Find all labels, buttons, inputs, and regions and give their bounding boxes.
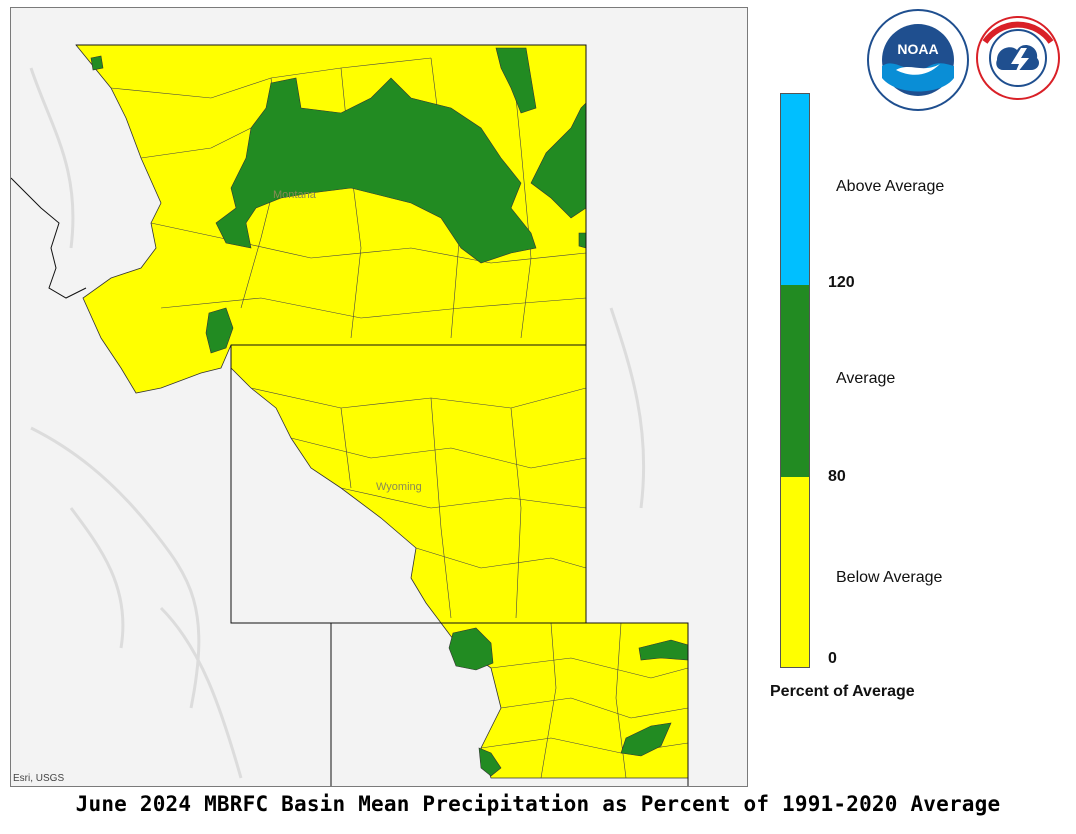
- state-label-wyoming: Wyoming: [376, 481, 422, 493]
- legend-color-bar: [780, 93, 810, 668]
- legend-break-120: 120: [828, 274, 855, 291]
- noaa-logo: NOAA: [867, 9, 969, 111]
- legend-swatch-above: [781, 94, 809, 285]
- terrain-shading: [29, 67, 646, 779]
- legend-swatch-below: [781, 477, 809, 667]
- map-attribution: Esri, USGS: [13, 773, 65, 784]
- legend-label-average: Average: [836, 370, 896, 387]
- nws-logo: [976, 16, 1060, 100]
- state-boundaries: [76, 44, 689, 786]
- legend-swatch-average: [781, 285, 809, 477]
- idaho-border-line: [11, 177, 87, 299]
- noaa-wordmark: NOAA: [897, 41, 938, 57]
- legend-label-below: Below Average: [836, 569, 943, 586]
- basin-map[interactable]: Montana Wyoming: [11, 8, 748, 787]
- map-frame[interactable]: Montana Wyoming Esri, USGS: [10, 7, 748, 787]
- legend-break-0: 0: [828, 650, 837, 667]
- legend-label-above: Above Average: [836, 178, 945, 195]
- average-basins[interactable]: [90, 47, 689, 777]
- legend-title: Percent of Average: [770, 683, 915, 700]
- map-title: June 2024 MBRFC Basin Mean Precipitation…: [75, 792, 1001, 816]
- state-label-montana: Montana: [273, 189, 317, 201]
- legend-break-80: 80: [828, 468, 846, 485]
